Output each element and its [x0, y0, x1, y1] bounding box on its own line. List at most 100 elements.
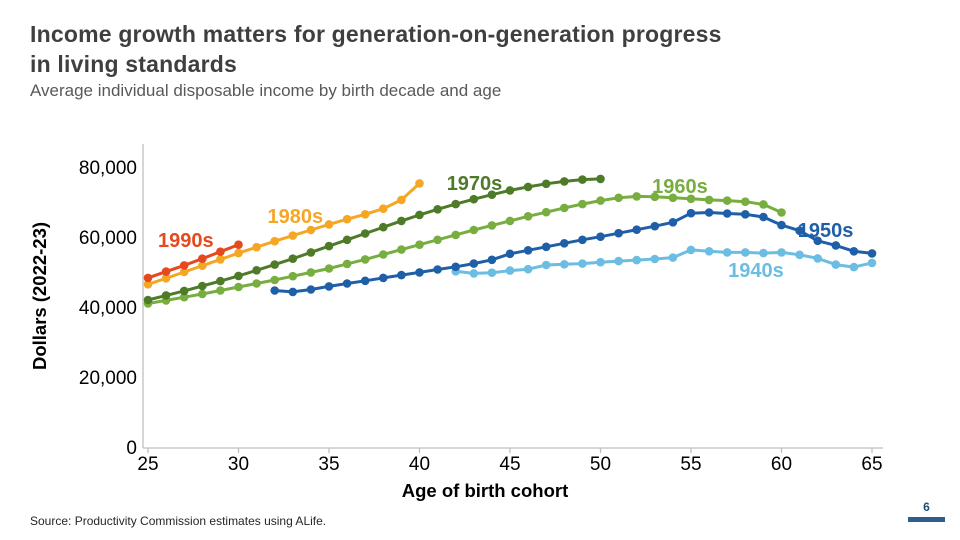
series-line-1960s [146, 194, 783, 305]
series-dot-1950s [596, 232, 605, 241]
series-dot-1950s [505, 249, 515, 259]
series-dot-1960s [342, 259, 352, 269]
series-dot-1970s [306, 248, 316, 257]
y-axis-title: Dollars (2022-23) [29, 222, 50, 370]
page-number-accent-bar [908, 517, 945, 522]
series-dot-1950s [560, 239, 569, 248]
series-dot-1970s [541, 179, 551, 189]
y-tick-label: 60,000 [79, 228, 137, 249]
slide-title: Income growth matters for generation-on-… [30, 19, 722, 79]
series-dot-1990s [179, 261, 189, 270]
x-tick-label: 45 [499, 454, 520, 475]
series-dot-1960s [270, 275, 280, 285]
series-dot-1950s [722, 209, 732, 218]
series-dot-1970s [487, 190, 497, 199]
series-dot-1990s [216, 247, 225, 256]
series-dot-1970s [433, 205, 442, 214]
series-dot-1980s [342, 214, 352, 224]
series-dot-1960s [487, 221, 497, 230]
series-dot-1950s [415, 268, 424, 277]
series-dot-1960s [505, 216, 515, 226]
series-dot-1970s [161, 291, 171, 300]
series-dot-1970s [415, 210, 424, 220]
series-dot-1940s [813, 254, 822, 263]
series-dot-1940s [668, 253, 678, 262]
series-dot-1940s [487, 268, 497, 278]
series-dot-1960s [596, 196, 605, 205]
series-dot-1950s [632, 225, 641, 234]
series-dot-1950s [849, 247, 859, 256]
series-dot-1990s [161, 267, 171, 276]
series-dot-1960s [179, 292, 189, 302]
series-dot-1960s [541, 207, 551, 217]
series-dot-1980s [252, 242, 261, 252]
series-dot-1940s [541, 260, 551, 270]
series-dot-1940s [831, 260, 841, 269]
series-dot-1970s [451, 199, 461, 209]
series-dot-1940s [632, 255, 641, 265]
series-dot-1960s [397, 245, 406, 254]
series-dot-1940s [505, 266, 515, 275]
series-dot-1950s [379, 273, 388, 283]
series-dot-1970s [360, 229, 370, 238]
series-dot-1980s [161, 274, 171, 283]
series-dot-1950s [795, 226, 804, 235]
series-label-1970s: 1970s [447, 173, 503, 195]
series-dot-1950s [741, 210, 750, 219]
series-dot-1950s [614, 228, 623, 238]
x-tick-label: 25 [137, 454, 158, 475]
series-dot-1960s [560, 203, 569, 213]
series-dot-1980s [143, 280, 153, 289]
series-dot-1970s [379, 222, 388, 232]
series-line-1950s [273, 211, 874, 294]
series-dot-1960s [379, 250, 388, 259]
series-dot-1950s [813, 236, 822, 246]
y-tick-label: 0 [126, 438, 137, 459]
series-dot-1950s [668, 218, 678, 227]
x-tick-label: 55 [680, 454, 701, 475]
series-dot-1960s [668, 193, 678, 203]
series-dot-1960s [614, 193, 623, 203]
series-label-1980s: 1980s [268, 206, 324, 228]
series-dot-1970s [342, 235, 352, 245]
series-dot-1970s [560, 177, 569, 186]
series-dot-1940s [867, 258, 877, 268]
series-dot-1980s [234, 248, 243, 258]
slide-title-line2: in living standards [30, 51, 238, 77]
page-number-block: 6 [908, 500, 945, 522]
y-tick-label: 80,000 [79, 158, 137, 179]
series-dot-1960s [324, 264, 334, 273]
series-dot-1950s [306, 285, 316, 294]
series-dot-1950s [288, 287, 298, 297]
series-dot-1980s [198, 261, 207, 271]
series-dot-1940s [650, 254, 660, 264]
series-dot-1960s [306, 268, 316, 277]
series-dot-1940s [849, 262, 859, 272]
series-dot-1940s [560, 260, 569, 269]
series-dot-1970s [578, 175, 587, 184]
series-dot-1940s [722, 248, 732, 257]
series-dot-1960s [415, 240, 424, 249]
series-dot-1940s [741, 248, 750, 257]
series-dot-1940s [614, 256, 623, 266]
series-dot-1950s [433, 265, 442, 274]
series-dot-1950s [360, 276, 370, 286]
series-dot-1950s [469, 259, 479, 268]
series-dot-1960s [722, 196, 732, 205]
series-dot-1950s [759, 212, 768, 222]
series-dot-1980s [397, 195, 406, 205]
series-dot-1950s [342, 279, 352, 288]
series-dot-1940s [469, 269, 479, 278]
series-dot-1970s [324, 241, 334, 251]
series-dot-1960s [234, 282, 243, 292]
series-dot-1960s [777, 208, 786, 217]
series-dot-1940s [686, 245, 696, 255]
series-dot-1960s [523, 212, 533, 221]
series-dot-1960s [198, 289, 207, 299]
x-tick-label: 30 [228, 454, 249, 475]
series-dot-1980s [415, 179, 424, 188]
series-dot-1980s [324, 220, 334, 229]
series-dot-1960s [759, 200, 768, 209]
series-dot-1970s [596, 174, 605, 184]
